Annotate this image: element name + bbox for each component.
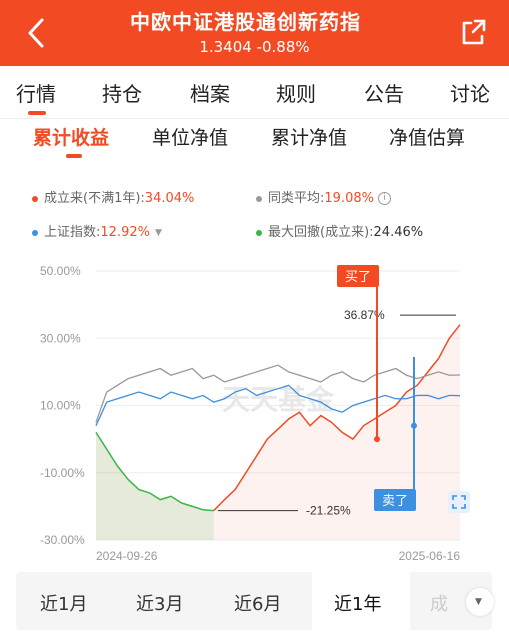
tab-market[interactable]: 行情: [16, 82, 56, 106]
tab-profile[interactable]: 档案: [190, 82, 230, 106]
period-1y[interactable]: 近1年: [334, 594, 382, 615]
subtab-nav-estimate[interactable]: 净值估算: [389, 127, 466, 149]
period-selector: 近1月 近3月 近6月 近1年 成 ▼: [16, 572, 494, 630]
period-6m[interactable]: 近6月: [234, 594, 282, 615]
header-bar: 中欧中证港股通创新药指 1.3404 -0.88%: [0, 0, 509, 66]
nav-change-text: 1.3404 -0.88%: [199, 38, 310, 56]
legend-value: 19.08%: [324, 191, 374, 206]
legend-dot: [256, 229, 262, 236]
subtab-unit-nav[interactable]: 单位净值: [152, 127, 229, 149]
legend-value: 34.04%: [144, 191, 195, 206]
buy-badge: [337, 265, 379, 287]
x-tick-label: 2024-09-26: [96, 549, 158, 563]
drawdown-area: [96, 432, 214, 540]
buy-point: [374, 436, 380, 443]
subtab-cumulative-nav[interactable]: 累计净值: [271, 127, 348, 149]
info-icon[interactable]: i: [377, 192, 391, 205]
active-period-bg: [312, 572, 410, 630]
legend-label: 成立来(不满1年):: [44, 191, 145, 206]
legend-dot: [256, 195, 262, 202]
legend-dot: [32, 229, 38, 236]
low-value-label: -21.25%: [306, 504, 351, 518]
subtab-cumulative-return[interactable]: 累计收益: [33, 127, 110, 149]
period-3m[interactable]: 近3月: [136, 594, 184, 615]
y-tick-label: 10.00%: [40, 399, 81, 413]
tab-holdings[interactable]: 持仓: [102, 82, 142, 106]
series-line-index: [95, 384, 461, 426]
legend-value: 12.92%: [100, 225, 150, 240]
page-title: 中欧中证港股通创新药指: [130, 10, 361, 34]
y-tick-label: 30.00%: [40, 331, 81, 345]
chart-card: 累计收益 单位净值 累计净值 净值估算 成立来(不满1年):34.04% 同类平…: [0, 118, 509, 635]
series-line-fund: [213, 324, 461, 512]
sell-badge-text: 卖了: [382, 494, 408, 509]
tab-discussion[interactable]: 讨论: [450, 82, 490, 106]
drawdown-line: [95, 431, 214, 512]
y-tick-label: 50.00%: [40, 264, 81, 278]
sell-point: [411, 422, 417, 429]
legend-peer: 同类平均:19.08% i: [256, 187, 391, 206]
legend-value: 24.46%: [373, 225, 424, 240]
tab-rules[interactable]: 规则: [276, 82, 316, 106]
back-arrow-icon[interactable]: [22, 16, 50, 50]
legend-fund: 成立来(不满1年):34.04%: [32, 187, 194, 206]
expand-icon[interactable]: [448, 491, 470, 513]
share-icon[interactable]: [461, 18, 487, 46]
x-tick-label: 2025-06-16: [399, 549, 461, 563]
legend-dot: [32, 195, 38, 202]
more-periods-button[interactable]: ▼: [466, 588, 494, 616]
y-tick-label: -10.00%: [40, 466, 85, 480]
sell-badge: [374, 489, 416, 511]
active-tab-indicator: [28, 111, 46, 115]
legend-index[interactable]: 上证指数:12.92% ▼: [32, 221, 162, 240]
return-chart[interactable]: 50.00%30.00%10.00%-10.00%-30.00%天天基金36.8…: [0, 257, 509, 567]
legend-label: 最大回撤(成立来):: [268, 225, 374, 240]
chevron-down-icon: ▼: [475, 597, 482, 607]
legend-label: 上证指数:: [44, 225, 101, 240]
main-tabs: 行情 持仓 档案 规则 公告 讨论: [0, 66, 509, 118]
series-area-fund: [96, 324, 460, 540]
tab-announcements[interactable]: 公告: [364, 82, 404, 106]
caret-down-icon: ▼: [154, 227, 162, 238]
buy-badge-text: 买了: [345, 270, 371, 285]
period-1m[interactable]: 近1月: [40, 594, 88, 615]
high-value-label: 36.87%: [344, 308, 385, 322]
y-tick-label: -30.00%: [40, 533, 85, 547]
series-line-peer: [95, 364, 461, 423]
period-since-inception[interactable]: 成: [430, 594, 448, 615]
active-subtab-indicator: [66, 154, 82, 158]
legend-drawdown: 最大回撤(成立来):24.46%: [256, 221, 423, 240]
legend-label: 同类平均:: [268, 191, 325, 206]
